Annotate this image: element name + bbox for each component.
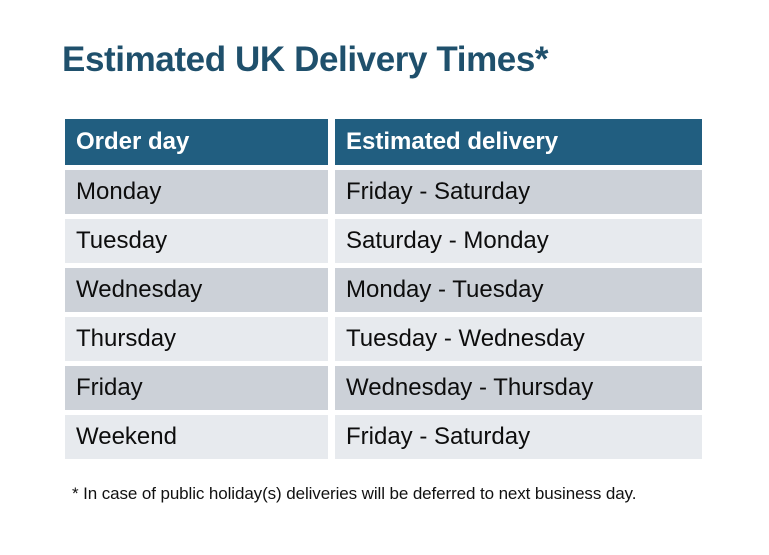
delivery-times-table: Order day Estimated delivery Monday Frid… — [65, 119, 702, 459]
estimated-delivery-cell: Friday - Saturday — [335, 415, 702, 459]
page-title: Estimated UK Delivery Times* — [62, 40, 549, 79]
estimated-delivery-cell: Wednesday - Thursday — [335, 366, 702, 410]
order-day-cell: Friday — [65, 366, 328, 410]
estimated-delivery-cell: Monday - Tuesday — [335, 268, 702, 312]
estimated-delivery-cell: Friday - Saturday — [335, 170, 702, 214]
order-day-cell: Weekend — [65, 415, 328, 459]
footnote: * In case of public holiday(s) deliverie… — [72, 484, 637, 503]
column-header-estimated-delivery: Estimated delivery — [335, 119, 702, 165]
order-day-cell: Monday — [65, 170, 328, 214]
order-day-cell: Wednesday — [65, 268, 328, 312]
order-day-cell: Tuesday — [65, 219, 328, 263]
estimated-delivery-cell: Tuesday - Wednesday — [335, 317, 702, 361]
estimated-delivery-cell: Saturday - Monday — [335, 219, 702, 263]
column-header-order-day: Order day — [65, 119, 328, 165]
order-day-cell: Thursday — [65, 317, 328, 361]
